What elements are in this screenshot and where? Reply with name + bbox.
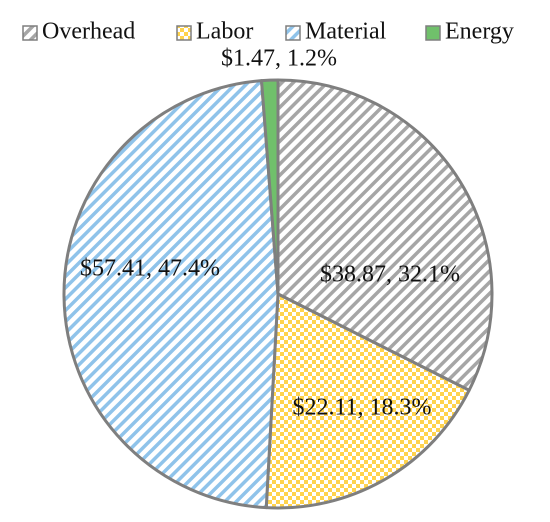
legend-swatch <box>22 25 38 41</box>
pie-slice <box>264 292 471 510</box>
data-label: $22.11, 18.3% <box>292 395 431 421</box>
pie-slice <box>276 78 494 392</box>
data-label: $38.87, 32.1% <box>320 262 460 288</box>
legend-label: Overhead <box>42 19 135 45</box>
legend-label: Energy <box>445 19 514 45</box>
data-label: $57.41, 47.4% <box>80 256 220 282</box>
legend-swatch <box>176 25 192 41</box>
pie-slice <box>62 79 280 510</box>
pie-slice <box>260 78 280 296</box>
legend-label: Labor <box>196 19 253 45</box>
data-label: $1.47, 1.2% <box>221 46 337 72</box>
legend-swatch <box>425 25 441 41</box>
legend-swatch <box>285 25 301 41</box>
legend-label: Material <box>305 19 387 45</box>
